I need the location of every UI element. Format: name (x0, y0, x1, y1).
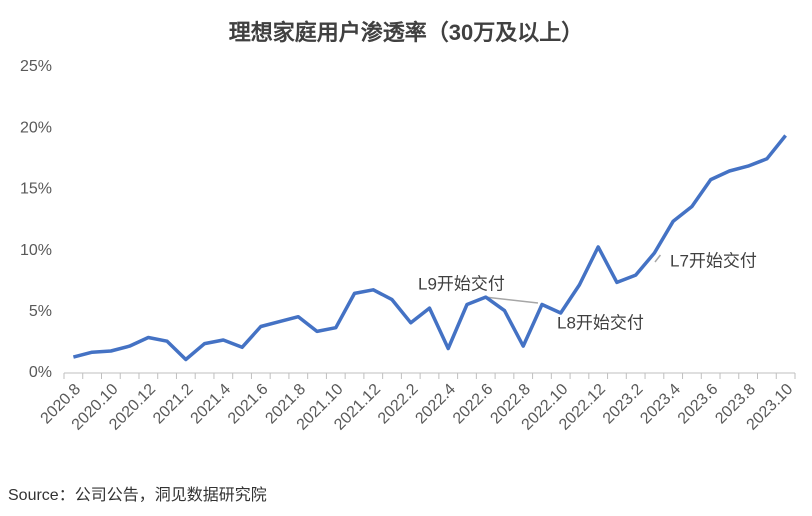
leader-line (485, 296, 539, 304)
leader-line (654, 254, 662, 263)
y-tick-label: 20% (20, 119, 52, 136)
x-tick-label: 2023.6 (675, 381, 722, 428)
annotation: L7开始交付 (670, 251, 757, 270)
chart-title: 理想家庭用户渗透率（30万及以上） (229, 20, 583, 45)
annotation: L8开始交付 (557, 313, 644, 332)
x-tick-label: 2021.2 (150, 381, 197, 428)
y-tick-label: 5% (29, 303, 52, 320)
y-tick-label: 10% (20, 242, 52, 259)
y-tick-label: 15% (20, 181, 52, 198)
x-tick-label: 2021.4 (188, 381, 235, 428)
x-tick-label: 2023.4 (637, 381, 684, 428)
x-tick-label: 2021.6 (225, 381, 272, 428)
x-tick-label: 2022.6 (450, 381, 497, 428)
annotation: L9开始交付 (418, 274, 505, 293)
x-tick-label: 2022.2 (375, 381, 422, 428)
y-tick-label: 0% (29, 364, 52, 381)
data-line (72, 134, 787, 362)
x-tick-label: 2023.2 (600, 381, 647, 428)
x-tick-label: 2022.4 (412, 381, 459, 428)
y-tick-label: 25% (20, 58, 52, 75)
source: Source：公司公告，洞见数据研究院 (8, 486, 267, 504)
